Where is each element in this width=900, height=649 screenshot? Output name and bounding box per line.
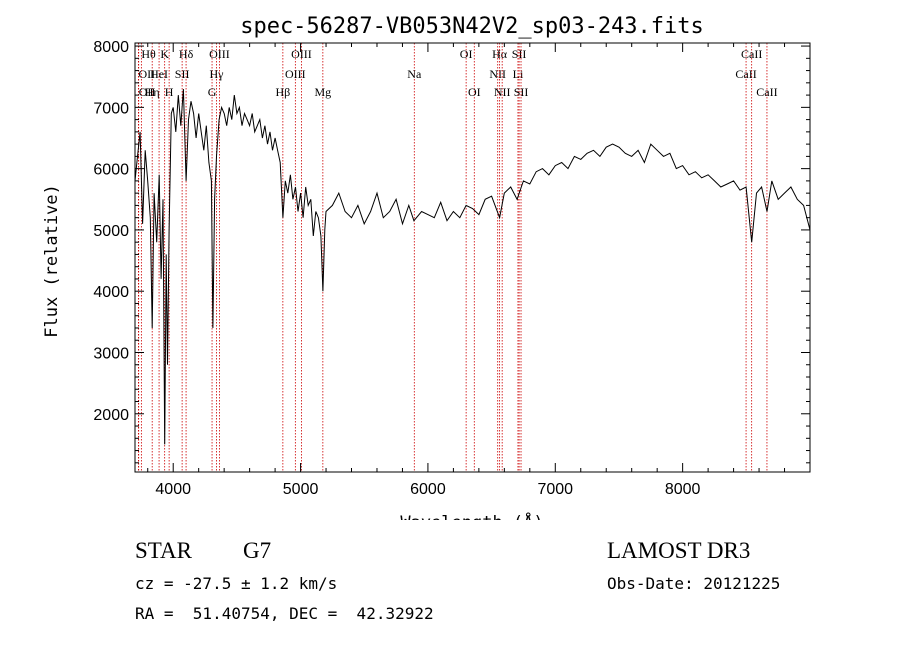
x-tick-label: 8000 <box>665 481 701 498</box>
line-label: G <box>208 85 217 99</box>
x-tick-label: 5000 <box>283 481 319 498</box>
line-label: Li <box>513 67 524 81</box>
x-tick-label: 6000 <box>410 481 446 498</box>
line-label: NII <box>489 67 506 81</box>
y-tick-label: 6000 <box>93 162 129 179</box>
line-label: OI <box>468 85 481 99</box>
line-label: OIII <box>285 67 306 81</box>
line-label: OI <box>460 47 473 61</box>
x-axis-label: Wavelength (Å) <box>400 511 543 520</box>
line-label: SII <box>514 85 529 99</box>
line-markers: OIIHθOIIHηHeIKHSIIHδGHγOIIIHβOIIIOIIIMgN… <box>138 43 778 472</box>
subclass-label: G7 <box>243 538 272 563</box>
class-label: STAR <box>135 538 192 563</box>
y-axis-label: Flux (relative) <box>42 184 62 338</box>
coordinates-text: RA = 51.40754, DEC = 42.32922 <box>135 604 434 623</box>
line-label: SII <box>175 67 190 81</box>
survey-label: LAMOST DR3 <box>607 538 751 563</box>
y-tick-label: 2000 <box>93 407 129 424</box>
line-label: Hδ <box>179 47 194 61</box>
line-label: OII <box>138 67 155 81</box>
y-tick-label: 8000 <box>93 39 129 56</box>
x-axis-ticks: 4000 5000 6000 7000 8000 <box>147 43 786 498</box>
x-tick-label: 7000 <box>537 481 573 498</box>
line-label: HeI <box>150 67 168 81</box>
spectrum-chart: spec-56287-VB053N42V2_sp03-243.fits OIIH… <box>42 14 811 520</box>
y-tick-label: 3000 <box>93 345 129 362</box>
line-label: K <box>160 47 169 61</box>
line-label: Na <box>407 67 422 81</box>
line-label: OIII <box>291 47 312 61</box>
y-tick-label: 7000 <box>93 100 129 117</box>
line-label: CaII <box>741 47 762 61</box>
chart-title: spec-56287-VB053N42V2_sp03-243.fits <box>240 14 704 39</box>
line-label: CaII <box>735 67 756 81</box>
redshift-text: cz = -27.5 ± 1.2 km/s <box>135 574 338 593</box>
line-label: Hα <box>492 47 508 61</box>
line-label: SII <box>512 47 527 61</box>
line-label: Hη <box>145 85 160 99</box>
line-label: OII <box>139 85 156 99</box>
line-label: OIII <box>209 47 230 61</box>
line-label: CaII <box>756 85 777 99</box>
x-tick-label: 4000 <box>155 481 191 498</box>
y-axis-ticks: 2000 3000 4000 5000 6000 7000 8000 <box>93 39 810 464</box>
line-label: Hγ <box>210 67 225 81</box>
spectrum-series-line <box>134 88 811 445</box>
line-label: Hθ <box>141 47 156 61</box>
y-tick-label: 4000 <box>93 284 129 301</box>
line-label: Mg <box>315 85 332 99</box>
obs-date-text: Obs-Date: 20121225 <box>607 574 781 593</box>
line-label: NII <box>494 85 511 99</box>
line-label: H <box>165 85 174 99</box>
plot-frame <box>134 42 811 473</box>
y-tick-label: 5000 <box>93 223 129 240</box>
line-label: Hβ <box>275 85 290 99</box>
